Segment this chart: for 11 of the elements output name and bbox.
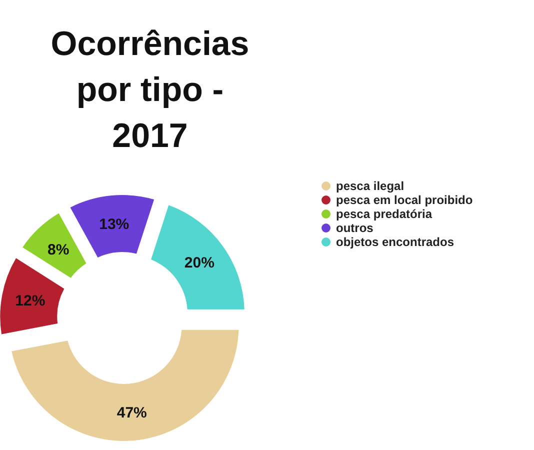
legend-label: pesca ilegal (336, 179, 404, 194)
data-label: 12% (15, 292, 46, 310)
data-label: 13% (99, 216, 130, 234)
data-label: 20% (184, 254, 214, 272)
chart-title: Ocorrências por tipo - 2017 (50, 25, 250, 155)
legend-label: outros (336, 221, 374, 236)
legend-label: pesca predatória (336, 207, 432, 222)
data-label: 8% (47, 241, 70, 258)
legend-label: objetos encontrados (336, 235, 454, 250)
data-label: 47% (116, 404, 147, 422)
legend-label: pesca em local proibido (336, 193, 473, 208)
